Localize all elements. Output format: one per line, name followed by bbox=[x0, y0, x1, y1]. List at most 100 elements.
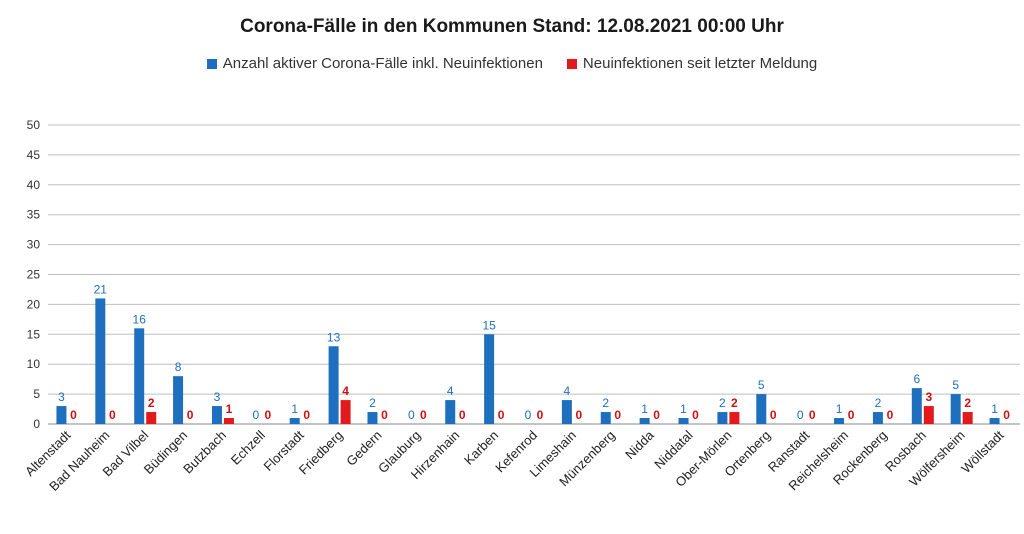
y-tick-label: 10 bbox=[27, 357, 41, 371]
y-tick-label: 30 bbox=[27, 238, 41, 252]
legend-label-active: Anzahl aktiver Corona-Fälle inkl. Neuinf… bbox=[222, 55, 543, 72]
data-label-new: 0 bbox=[887, 408, 894, 422]
bar-new bbox=[923, 406, 934, 424]
bar-active bbox=[989, 418, 1000, 424]
data-label-active: 1 bbox=[291, 402, 298, 416]
data-label-new: 0 bbox=[614, 408, 621, 422]
bar-active bbox=[834, 418, 845, 424]
data-label-active: 0 bbox=[252, 408, 259, 422]
y-tick-label: 25 bbox=[27, 268, 41, 282]
bar-active bbox=[173, 376, 184, 424]
data-label-active: 8 bbox=[175, 360, 182, 374]
data-label-new: 0 bbox=[187, 408, 194, 422]
bar-active bbox=[950, 394, 961, 424]
x-tick-label: Butzbach bbox=[180, 428, 229, 477]
data-label-new: 4 bbox=[342, 384, 349, 398]
bar-active bbox=[95, 298, 106, 424]
bar-active bbox=[445, 400, 456, 424]
data-label-new: 0 bbox=[264, 408, 271, 422]
legend-label-new: Neuinfektionen seit letzter Meldung bbox=[582, 55, 818, 72]
data-label-active: 2 bbox=[719, 396, 726, 410]
bar-new bbox=[223, 418, 234, 424]
data-label-active: 21 bbox=[94, 282, 108, 296]
bar-active bbox=[289, 418, 300, 424]
y-tick-label: 20 bbox=[27, 297, 41, 311]
bar-active bbox=[484, 334, 495, 424]
data-label-new: 0 bbox=[109, 408, 116, 422]
bar-active bbox=[561, 400, 572, 424]
bar-active bbox=[911, 388, 922, 424]
data-label-active: 0 bbox=[525, 408, 532, 422]
data-label-active: 15 bbox=[482, 318, 496, 332]
data-label-new: 0 bbox=[770, 408, 777, 422]
data-label-active: 6 bbox=[913, 372, 920, 386]
bar-new bbox=[146, 412, 157, 424]
data-label-active: 13 bbox=[327, 330, 341, 344]
bar-active bbox=[56, 406, 67, 424]
data-label-new: 2 bbox=[148, 396, 155, 410]
data-label-new: 0 bbox=[653, 408, 660, 422]
data-label-active: 0 bbox=[797, 408, 804, 422]
data-label-active: 0 bbox=[408, 408, 415, 422]
data-label-active: 1 bbox=[641, 402, 648, 416]
x-tick-label: Nidda bbox=[622, 427, 657, 462]
y-tick-label: 15 bbox=[27, 327, 41, 341]
y-tick-label: 35 bbox=[27, 208, 41, 222]
data-label-active: 1 bbox=[991, 402, 998, 416]
data-label-active: 1 bbox=[680, 402, 687, 416]
y-tick-label: 40 bbox=[27, 178, 41, 192]
legend-item-new: Neuinfektionen seit letzter Meldung bbox=[566, 55, 818, 72]
data-label-new: 0 bbox=[848, 408, 855, 422]
chart-legend: Anzahl aktiver Corona-Fälle inkl. Neuinf… bbox=[0, 55, 1024, 72]
data-label-new: 0 bbox=[809, 408, 816, 422]
bar-active bbox=[367, 412, 378, 424]
data-label-active: 3 bbox=[58, 390, 65, 404]
bar-active bbox=[717, 412, 728, 424]
data-label-active: 4 bbox=[447, 384, 454, 398]
bar-new bbox=[729, 412, 740, 424]
data-label-active: 16 bbox=[133, 312, 147, 326]
data-label-new: 0 bbox=[459, 408, 466, 422]
bar-active bbox=[600, 412, 611, 424]
data-label-new: 0 bbox=[381, 408, 388, 422]
legend-swatch-new bbox=[566, 58, 577, 69]
bar-new bbox=[340, 400, 351, 424]
data-label-new: 2 bbox=[964, 396, 971, 410]
data-label-new: 0 bbox=[692, 408, 699, 422]
bar-active bbox=[328, 346, 339, 424]
y-tick-label: 45 bbox=[27, 148, 41, 162]
bar-active bbox=[211, 406, 222, 424]
data-label-new: 0 bbox=[420, 408, 427, 422]
legend-item-active: Anzahl aktiver Corona-Fälle inkl. Neuinf… bbox=[206, 55, 543, 72]
data-label-active: 5 bbox=[758, 378, 765, 392]
bar-active bbox=[134, 328, 145, 424]
bar-active bbox=[639, 418, 650, 424]
bar-active bbox=[872, 412, 883, 424]
y-tick-label: 50 bbox=[27, 118, 41, 132]
data-label-new: 1 bbox=[226, 402, 233, 416]
y-tick-label: 0 bbox=[33, 417, 40, 431]
chart-title: Corona-Fälle in den Kommunen Stand: 12.0… bbox=[240, 16, 784, 37]
data-label-active: 5 bbox=[952, 378, 959, 392]
legend-swatch-active bbox=[206, 58, 217, 69]
data-label-active: 2 bbox=[602, 396, 609, 410]
x-tick-label: Wöllstadt bbox=[958, 427, 1007, 476]
y-tick-label: 5 bbox=[33, 387, 40, 401]
data-label-active: 1 bbox=[836, 402, 843, 416]
bar-active bbox=[678, 418, 689, 424]
data-label-new: 0 bbox=[576, 408, 583, 422]
data-label-new: 0 bbox=[70, 408, 77, 422]
data-label-new: 0 bbox=[1003, 408, 1010, 422]
data-label-new: 3 bbox=[925, 390, 932, 404]
data-label-active: 3 bbox=[214, 390, 221, 404]
data-label-active: 2 bbox=[369, 396, 376, 410]
bar-new bbox=[962, 412, 973, 424]
data-label-new: 0 bbox=[498, 408, 505, 422]
bar-active bbox=[756, 394, 767, 424]
data-label-new: 2 bbox=[731, 396, 738, 410]
data-label-active: 4 bbox=[564, 384, 571, 398]
data-label-active: 2 bbox=[875, 396, 882, 410]
data-label-new: 0 bbox=[537, 408, 544, 422]
data-label-new: 0 bbox=[303, 408, 310, 422]
